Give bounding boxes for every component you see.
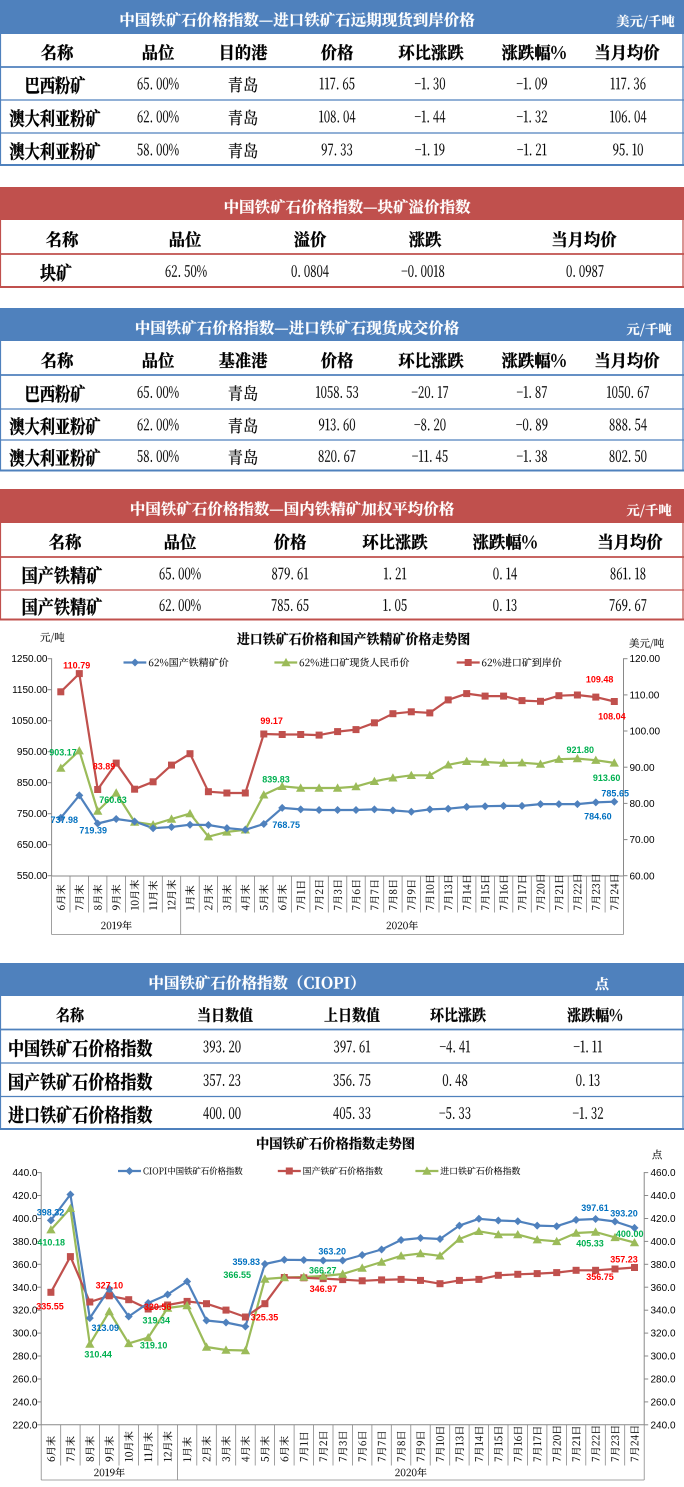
svg-text:750.00: 750.00 (17, 809, 48, 820)
svg-text:110.00: 110.00 (630, 690, 660, 701)
svg-text:340.0: 340.0 (651, 1306, 676, 1317)
svg-text:400.0: 400.0 (651, 1237, 676, 1248)
svg-text:850.00: 850.00 (17, 778, 48, 789)
svg-text:1150.00: 1150.00 (12, 685, 48, 696)
svg-text:360.0: 360.0 (651, 1283, 676, 1294)
svg-text:313.09: 313.09 (92, 1323, 120, 1333)
svg-text:359.83: 359.83 (233, 1257, 261, 1267)
svg-text:380.0: 380.0 (651, 1260, 676, 1271)
svg-text:398.32: 398.32 (37, 1207, 65, 1217)
svg-text:913.60: 913.60 (593, 773, 621, 783)
svg-text:719.39: 719.39 (79, 825, 107, 835)
svg-text:360.0: 360.0 (12, 1260, 37, 1271)
svg-text:300.0: 300.0 (12, 1329, 37, 1340)
svg-text:120.00: 120.00 (630, 654, 661, 665)
svg-text:784.60: 784.60 (584, 812, 612, 822)
svg-text:319.10: 319.10 (140, 1341, 168, 1351)
svg-text:319.34: 319.34 (143, 1316, 171, 1326)
svg-text:921.80: 921.80 (567, 745, 595, 755)
svg-text:70.00: 70.00 (630, 835, 655, 846)
svg-text:768.75: 768.75 (272, 820, 300, 830)
svg-text:550.00: 550.00 (17, 871, 48, 882)
svg-text:420.0: 420.0 (651, 1214, 676, 1225)
svg-text:320.0: 320.0 (651, 1329, 676, 1340)
svg-text:410.18: 410.18 (37, 1238, 65, 1248)
svg-text:1050.00: 1050.00 (11, 716, 48, 727)
svg-text:950.00: 950.00 (17, 747, 48, 758)
svg-text:300.0: 300.0 (651, 1352, 676, 1363)
svg-text:650.00: 650.00 (17, 840, 48, 851)
svg-text:83.89: 83.89 (93, 761, 116, 771)
svg-text:1250.00: 1250.00 (11, 654, 48, 665)
svg-text:260.0: 260.0 (651, 1397, 676, 1408)
svg-text:327.10: 327.10 (96, 1281, 124, 1291)
svg-text:108.04: 108.04 (598, 712, 626, 722)
svg-text:240.0: 240.0 (651, 1420, 676, 1431)
svg-text:366.27: 366.27 (309, 1266, 337, 1276)
svg-text:420.0: 420.0 (12, 1191, 37, 1202)
svg-text:380.0: 380.0 (12, 1237, 37, 1248)
svg-text:260.0: 260.0 (12, 1375, 37, 1386)
svg-text:335.55: 335.55 (36, 1302, 64, 1312)
svg-text:325.35: 325.35 (251, 1313, 279, 1323)
svg-text:320.0: 320.0 (12, 1306, 37, 1317)
svg-text:280.0: 280.0 (651, 1375, 676, 1386)
svg-text:109.48: 109.48 (586, 675, 614, 685)
svg-text:310.44: 310.44 (84, 1349, 112, 1359)
svg-text:397.61: 397.61 (581, 1203, 609, 1213)
svg-text:400.0: 400.0 (12, 1214, 37, 1225)
svg-text:760.63: 760.63 (99, 795, 127, 805)
svg-text:280.0: 280.0 (12, 1352, 37, 1363)
svg-text:90.00: 90.00 (630, 763, 655, 774)
svg-text:460.0: 460.0 (651, 1168, 676, 1179)
svg-text:240.0: 240.0 (12, 1397, 37, 1408)
svg-text:80.00: 80.00 (630, 799, 655, 810)
svg-text:346.97: 346.97 (310, 1284, 338, 1294)
svg-text:785.65: 785.65 (601, 788, 629, 798)
svg-text:400.00: 400.00 (616, 1229, 644, 1239)
svg-text:839.83: 839.83 (262, 775, 290, 785)
svg-text:363.20: 363.20 (318, 1246, 346, 1256)
svg-text:440.0: 440.0 (12, 1168, 37, 1179)
svg-text:99.17: 99.17 (260, 716, 283, 726)
svg-text:320.56: 320.56 (144, 1302, 172, 1312)
svg-text:60.00: 60.00 (630, 871, 655, 882)
svg-text:100.00: 100.00 (630, 727, 661, 738)
svg-text:340.0: 340.0 (12, 1283, 37, 1294)
svg-text:366.55: 366.55 (223, 1270, 251, 1280)
svg-text:440.0: 440.0 (651, 1191, 676, 1202)
svg-text:357.23: 357.23 (610, 1254, 638, 1264)
svg-text:110.79: 110.79 (63, 661, 90, 671)
svg-text:356.75: 356.75 (586, 1272, 614, 1282)
svg-text:220.0: 220.0 (12, 1420, 37, 1431)
svg-text:405.33: 405.33 (576, 1239, 604, 1249)
svg-text:393.20: 393.20 (610, 1208, 638, 1218)
svg-text:737.98: 737.98 (51, 815, 79, 825)
svg-text:903.17: 903.17 (49, 748, 77, 758)
